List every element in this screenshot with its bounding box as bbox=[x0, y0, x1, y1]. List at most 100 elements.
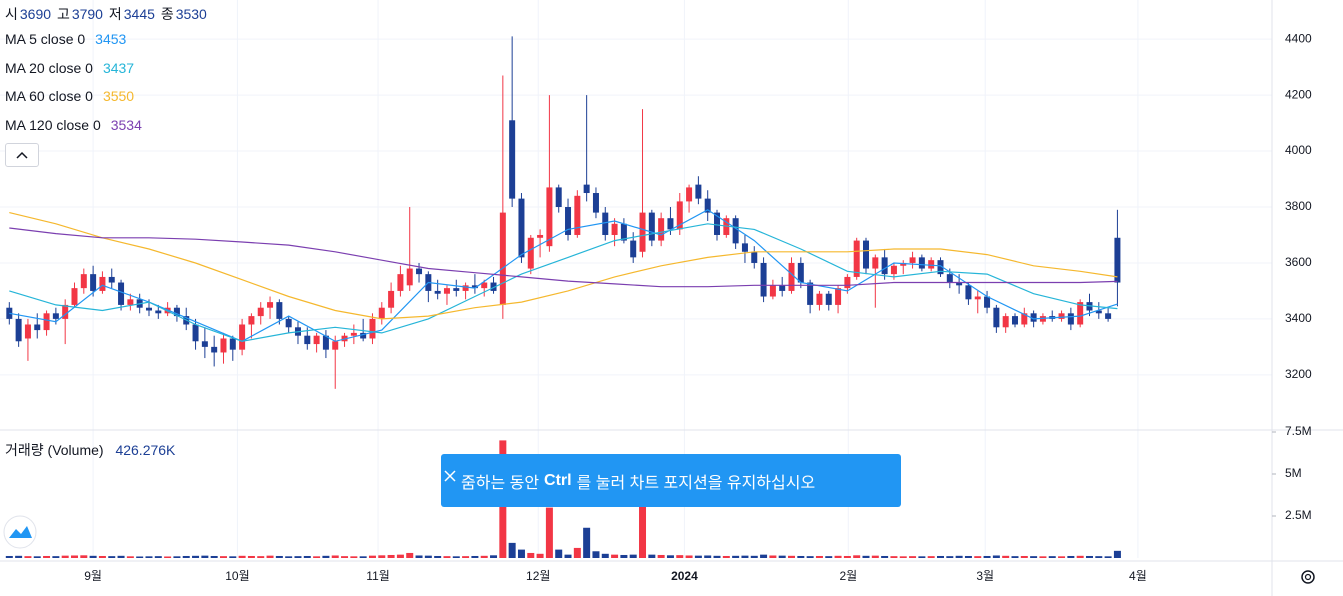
candle-body bbox=[555, 187, 562, 208]
candle-body bbox=[760, 262, 767, 297]
candle-body bbox=[490, 282, 497, 291]
volume-bar bbox=[536, 553, 544, 558]
volume-bar bbox=[117, 555, 125, 558]
volume-bar bbox=[247, 555, 255, 558]
volume-bar bbox=[192, 555, 200, 558]
volume-bar bbox=[648, 554, 656, 558]
candle-body bbox=[62, 304, 69, 319]
candle-body bbox=[34, 324, 41, 331]
volume-bar bbox=[769, 555, 777, 558]
candle-body bbox=[453, 288, 460, 291]
volume-bar bbox=[126, 556, 134, 558]
candle-body bbox=[509, 120, 516, 199]
volume-bar bbox=[825, 556, 833, 558]
candle-body bbox=[1002, 316, 1009, 328]
candle-body bbox=[751, 251, 758, 263]
ma-name: MA 20 close 0 bbox=[5, 59, 93, 76]
volume-bar bbox=[1030, 556, 1038, 558]
candle-body bbox=[704, 198, 711, 213]
volume-bar bbox=[992, 555, 1000, 558]
candle-body bbox=[797, 262, 804, 283]
volume-bar bbox=[694, 555, 702, 558]
candle-body bbox=[155, 310, 162, 314]
volume-bar bbox=[555, 549, 563, 558]
volume-bar bbox=[201, 555, 209, 558]
notice-text: 를 눌러 차트 포지션을 유지하십시오 bbox=[576, 474, 816, 492]
candle-body bbox=[937, 260, 944, 275]
y-tick-label: 4400 bbox=[1285, 31, 1312, 45]
candle-body bbox=[611, 223, 618, 235]
close-button[interactable] bbox=[441, 467, 461, 487]
candle-body bbox=[201, 341, 208, 347]
volume-bar bbox=[1085, 555, 1093, 558]
candle-body bbox=[620, 223, 627, 241]
candle-body bbox=[434, 290, 441, 294]
y-tick-label: 3800 bbox=[1285, 199, 1312, 213]
volume-bar bbox=[1048, 556, 1056, 558]
candle-body bbox=[956, 282, 963, 286]
candle-body bbox=[974, 296, 981, 300]
volume-bar bbox=[732, 555, 740, 558]
volume-bar bbox=[452, 556, 460, 558]
volume-bar bbox=[285, 556, 293, 558]
volume-bar bbox=[974, 556, 982, 558]
chevron-icon[interactable] bbox=[16, 151, 28, 159]
volume-bar bbox=[70, 555, 78, 558]
candle-body bbox=[229, 338, 236, 350]
candle-body bbox=[658, 218, 665, 241]
volume-bar bbox=[685, 555, 693, 558]
zoom-notice: 줌하는 동안 Ctrl 를 눌러 차트 포지션을 유지하십시오 bbox=[441, 454, 901, 507]
candle-body bbox=[239, 324, 246, 350]
volume-bar bbox=[1039, 556, 1047, 558]
label: 시 bbox=[5, 6, 18, 22]
candle-body bbox=[332, 341, 339, 350]
chevron[interactable] bbox=[6, 144, 38, 166]
x-tick-label: 9월 bbox=[84, 569, 102, 583]
volume-bar bbox=[862, 555, 870, 558]
settings-icon-center[interactable] bbox=[1304, 573, 1312, 581]
collapse-button[interactable] bbox=[5, 143, 39, 167]
candle-body bbox=[714, 212, 721, 235]
candle-body bbox=[946, 274, 953, 283]
settings[interactable] bbox=[1301, 570, 1315, 584]
close-icon[interactable] bbox=[444, 470, 456, 482]
candle-body bbox=[779, 285, 786, 291]
volume-bar bbox=[545, 507, 553, 558]
ma-legend-row: MA 60 close 0 3550 bbox=[5, 88, 136, 104]
candle-body bbox=[1095, 310, 1102, 314]
candle-body bbox=[1105, 313, 1112, 319]
volume-bar bbox=[145, 556, 153, 558]
ma-line bbox=[9, 209, 1118, 342]
volume-bar bbox=[1020, 555, 1028, 558]
volume-bar bbox=[378, 555, 386, 558]
candle-body bbox=[192, 324, 199, 342]
logo-icon[interactable] bbox=[9, 526, 32, 538]
settings-icon[interactable] bbox=[1301, 570, 1315, 584]
volume-bar bbox=[564, 554, 572, 558]
volume-bar bbox=[946, 556, 954, 558]
volume-bar bbox=[415, 555, 423, 558]
ma-value: 3550 bbox=[102, 88, 135, 104]
candle-body bbox=[24, 324, 31, 339]
volume-bar bbox=[266, 555, 274, 558]
volume-bar bbox=[909, 556, 917, 558]
volume-bar bbox=[368, 555, 376, 558]
ma-value: 3437 bbox=[102, 59, 135, 76]
value: 3790 bbox=[71, 6, 103, 22]
volume-bar bbox=[508, 542, 516, 558]
candle-body bbox=[118, 282, 125, 305]
candle-body bbox=[788, 262, 795, 291]
ma-value: 3453 bbox=[95, 31, 127, 47]
logo-circle[interactable] bbox=[3, 515, 37, 549]
candle-body bbox=[1058, 313, 1065, 319]
volume-bar bbox=[788, 555, 796, 558]
candle-body bbox=[397, 274, 404, 291]
vol-tick-label: 5M bbox=[1285, 466, 1302, 480]
volume-bar bbox=[1011, 556, 1019, 558]
candle-body bbox=[667, 218, 674, 230]
volume-bar bbox=[797, 555, 805, 558]
logo[interactable] bbox=[3, 515, 37, 549]
volume-bar bbox=[1113, 550, 1121, 558]
candle-body bbox=[248, 316, 255, 325]
volume-bar bbox=[918, 556, 926, 558]
